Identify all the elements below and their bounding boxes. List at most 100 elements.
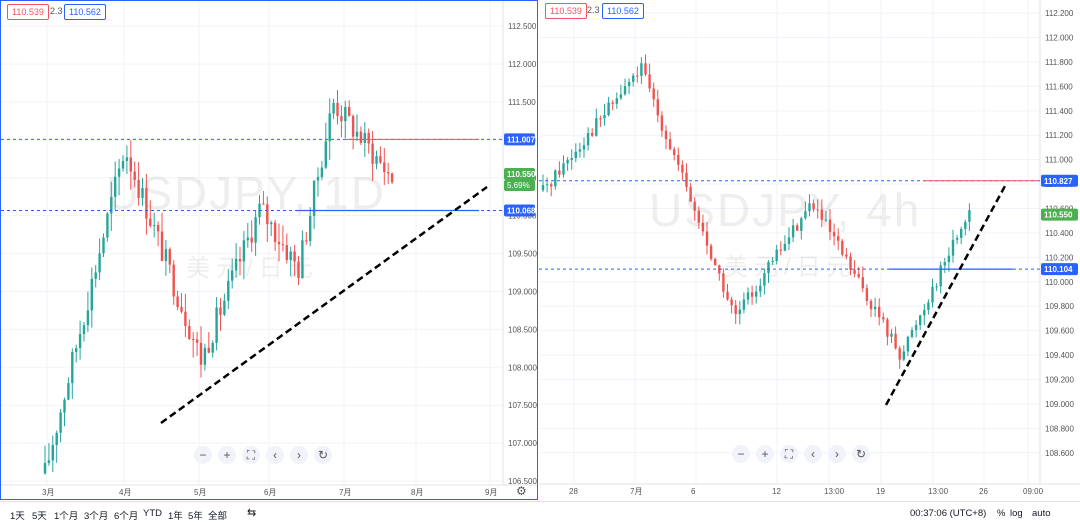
spread-value: 2.3 [587,5,600,15]
candle-body [607,102,610,116]
range-5d-button[interactable]: 5天 [32,511,47,522]
log-toggle[interactable]: log [1010,508,1023,519]
spread-value: 2.3 [50,6,63,16]
scroll-left-icon[interactable]: ‹ [266,446,284,464]
time-axis-label: 26 [979,487,988,496]
candle-body [800,218,803,231]
date-range-icon[interactable]: ⇆ [247,507,257,519]
left-chart-canvas[interactable]: 112.500112.000111.500111.000110.500110.0… [1,1,539,501]
candle-body [746,292,750,300]
scroll-right-icon[interactable]: › [290,446,308,464]
price-axis-label: 112.000 [508,60,537,69]
range-1y-button[interactable]: 1年 [168,511,183,522]
fullscreen-icon[interactable]: ⛶ [242,446,260,464]
zoom-out-icon[interactable]: − [194,446,212,464]
candle-body [693,201,696,211]
uptrend-line [884,185,1007,406]
range-3m-button[interactable]: 3个月 [84,511,109,522]
range-5y-button[interactable]: 5年 [188,511,203,522]
range-all-button[interactable]: 全部 [208,511,228,522]
candle-body [759,285,762,292]
time-axis-label: 8月 [411,488,423,497]
price-badge [1041,174,1078,187]
price-axis-label: 111.500 [508,98,536,107]
candle-body [763,272,766,286]
candle-body [160,231,164,261]
price-axis-label: 108.800 [1045,424,1074,433]
range-1d-button[interactable]: 1天 [10,511,25,522]
price-axis-label: 110.400 [1045,229,1074,238]
range-ytd-button[interactable]: YTD [143,508,162,519]
candle-body [328,113,331,142]
candle-body [554,170,557,187]
price-badge-ext [504,179,535,191]
clock-timezone[interactable]: 00:37:06 (UTC+8) [910,508,987,519]
fullscreen-icon[interactable]: ⛶ [780,445,798,463]
candle-body [129,157,132,172]
candle-body [98,253,101,273]
candle-body [47,460,51,464]
candle-body [742,299,746,310]
time-axis-label: 12 [772,487,781,496]
candle-body [387,171,390,174]
right-chart-pane[interactable]: 112.200 112.000 111.800 111.600 111.400 111.2… [539,0,1080,500]
candle-body [869,300,873,310]
candle-body [939,265,942,287]
time-axis-label: 19 [876,487,885,496]
candle-body [94,272,97,279]
range-6m-button[interactable]: 6个月 [114,511,139,522]
settings-gear-icon[interactable]: ⚙ [516,484,527,498]
candle-body [615,98,618,104]
range-1m-button[interactable]: 1个月 [54,511,79,522]
percent-toggle[interactable]: % [997,508,1006,519]
candle-body [121,160,125,169]
left-chart-pane[interactable]: 112.500112.000111.500111.000110.500110.0… [0,0,538,500]
uptrend-line [160,185,488,425]
candle-body [767,261,770,273]
candle-body [771,260,774,262]
candle-body [734,305,737,315]
zoom-in-icon[interactable]: + [218,446,236,464]
candle-body [586,132,590,146]
candle-body [898,348,901,360]
candle-body [804,211,807,219]
scroll-right-icon[interactable]: › [828,445,846,463]
candle-body [832,231,836,237]
candle-body [367,132,370,144]
candle-body [750,292,754,297]
candle-body [919,315,922,325]
candle-body [63,399,66,413]
candle-body [203,347,207,365]
candle-body [566,159,569,164]
candle-body [812,203,815,210]
candle-body [574,151,577,158]
candle-body [960,229,963,238]
scroll-left-icon[interactable]: ‹ [804,445,822,463]
reset-chart-icon[interactable]: ↻ [852,445,870,463]
auto-toggle[interactable]: auto [1032,508,1051,519]
candle-body [281,244,285,246]
candle-body [923,309,926,316]
candle-body [558,170,561,175]
candle-body [43,463,47,474]
candle-body [172,264,175,297]
buy-price-box[interactable]: 110.562 [602,3,644,19]
reset-chart-icon[interactable]: ↻ [314,446,332,464]
right-chart-canvas[interactable]: 112.200 112.000 111.800 111.600 111.400 111.2… [539,0,1080,500]
price-axis-label: 110.000 [1045,278,1074,287]
candle-body [730,299,733,306]
bottom-toolbar: 1天 5天 1个月 3个月 6个月 YTD 1年 5年 全部 ⇆ 00:37:0… [0,501,1080,525]
zoom-out-icon[interactable]: − [732,445,750,463]
candle-body [738,309,741,315]
candle-body [640,63,643,76]
candle-body [599,118,602,120]
sell-price-box[interactable]: 110.539 [7,4,49,20]
candle-body [841,240,844,255]
candle-body [184,311,187,327]
candle-body [149,218,152,226]
zoom-in-icon[interactable]: + [756,445,774,463]
sell-price-box[interactable]: 110.539 [545,3,587,19]
candle-body [861,277,864,289]
buy-price-box[interactable]: 110.562 [64,4,106,20]
price-axis-label: 109.600 [1045,327,1074,336]
